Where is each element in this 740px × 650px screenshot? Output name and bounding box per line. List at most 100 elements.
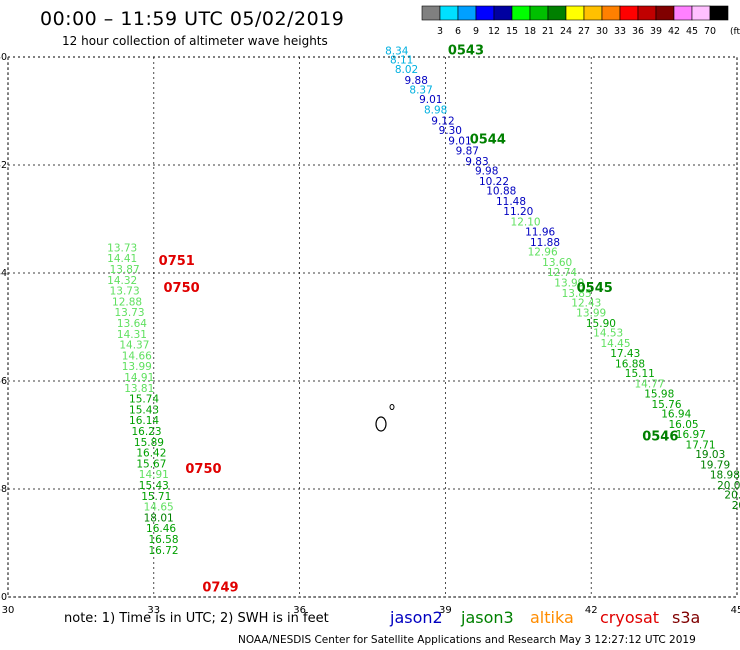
colorbar-label: 27 bbox=[578, 26, 590, 37]
swh-value-east-track: 14.45 bbox=[600, 338, 630, 350]
colorbar-label: 36 bbox=[632, 26, 644, 37]
colorbar-label: 70 bbox=[704, 26, 716, 37]
pass-time-label: 0750 bbox=[164, 281, 200, 296]
island-shape bbox=[389, 404, 395, 410]
swh-value-east-track: 13.85 bbox=[562, 288, 592, 300]
swh-value-west-track: 13.87 bbox=[110, 264, 140, 276]
swh-value-east-track: 15.98 bbox=[644, 389, 674, 401]
swh-value-west-track: 16.42 bbox=[136, 448, 166, 460]
swh-value-east-track: 13.99 bbox=[576, 308, 606, 320]
lon-tick-label: 36 bbox=[293, 605, 306, 616]
lon-tick-label: 39 bbox=[439, 605, 452, 616]
swh-value-west-track: 16.72 bbox=[148, 545, 178, 557]
swh-value-east-track: 9.98 bbox=[475, 166, 498, 178]
swh-value-west-track: 14.31 bbox=[117, 329, 147, 341]
swh-value-west-track: 16.58 bbox=[148, 534, 178, 546]
swh-value-west-track: 15.71 bbox=[141, 491, 171, 503]
colorbar-label: 30 bbox=[596, 26, 608, 37]
swh-value-east-track: 20.41 bbox=[724, 490, 740, 502]
swh-value-east-track: 19.03 bbox=[695, 449, 725, 461]
swh-value-west-track: 14.66 bbox=[122, 350, 152, 362]
lat-tick-label: -42 bbox=[0, 160, 7, 171]
swh-value-east-track: 9.01 bbox=[419, 94, 442, 106]
swh-value-east-track: 12.10 bbox=[511, 216, 541, 228]
swh-value-west-track: 13.99 bbox=[122, 361, 152, 373]
swh-value-east-track: 9.12 bbox=[431, 116, 454, 128]
swh-value-east-track: 13.99 bbox=[554, 278, 584, 290]
swh-value-east-track: 11.88 bbox=[530, 237, 560, 249]
swh-value-east-track: 12.74 bbox=[547, 267, 577, 279]
pass-time-label: 0545 bbox=[577, 281, 613, 296]
island-shape bbox=[375, 416, 387, 432]
legend-cryosat: cryosat bbox=[600, 608, 660, 627]
swh-value-east-track: 15.11 bbox=[625, 368, 655, 380]
swh-value-east-track: 8.02 bbox=[395, 64, 418, 76]
pass-time-label: 0749 bbox=[202, 581, 238, 596]
swh-value-east-track: 12.43 bbox=[571, 297, 601, 309]
wave-height-map: 303336394245-40-42-44-46-48-508.348.118.… bbox=[0, 43, 740, 616]
swh-value-west-track: 15.89 bbox=[134, 437, 164, 449]
swh-value-east-track: 10.88 bbox=[486, 186, 516, 198]
lat-tick-label: -44 bbox=[0, 268, 7, 279]
swh-value-west-track: 13.73 bbox=[110, 286, 140, 298]
swh-value-west-track: 14.37 bbox=[119, 340, 149, 352]
map-grid bbox=[7, 56, 738, 598]
swh-value-east-track: 11.96 bbox=[525, 227, 555, 239]
colorbar-unit: (ft) bbox=[730, 27, 740, 37]
lon-tick-label: 33 bbox=[147, 605, 160, 616]
swh-value-east-track: 15.90 bbox=[586, 318, 616, 330]
swh-value-east-track: 12.96 bbox=[528, 247, 558, 259]
swh-value-east-track: 11.48 bbox=[496, 196, 526, 208]
swh-value-west-track: 14.91 bbox=[139, 469, 169, 481]
swh-value-east-track: 9.30 bbox=[439, 125, 462, 137]
swh-value-west-track: 16.14 bbox=[129, 415, 159, 427]
swh-value-west-track: 14.65 bbox=[144, 502, 174, 514]
swh-value-east-track: 13.60 bbox=[542, 257, 572, 269]
swh-value-west-track: 14.91 bbox=[124, 372, 154, 384]
legend-jason3: jason3 bbox=[461, 608, 514, 627]
swh-value-west-track: 13.81 bbox=[124, 383, 154, 395]
lon-tick-label: 45 bbox=[731, 605, 740, 616]
colorbar-label: 18 bbox=[524, 26, 536, 37]
swh-value-west-track: 13.64 bbox=[117, 318, 147, 330]
swh-value-east-track: 14.77 bbox=[634, 378, 664, 390]
colorbar-label: 15 bbox=[506, 26, 518, 37]
legend-jason2: jason2 bbox=[390, 608, 443, 627]
colorbar-swatch bbox=[709, 5, 729, 21]
swh-value-west-track: 15.74 bbox=[129, 394, 159, 406]
colorbar-label: 24 bbox=[560, 26, 572, 37]
swh-value-east-track: 9.88 bbox=[405, 75, 428, 87]
pass-time-label: 0544 bbox=[470, 132, 506, 147]
swh-value-east-track: 14.53 bbox=[593, 328, 623, 340]
pass-time-label: 0543 bbox=[448, 43, 484, 58]
lon-tick-label: 30 bbox=[2, 605, 15, 616]
lat-tick-label: -48 bbox=[0, 484, 7, 495]
swh-value-west-track: 13.73 bbox=[107, 242, 137, 254]
swh-value-east-track: 16.94 bbox=[661, 409, 691, 421]
colorbar-label: 6 bbox=[455, 26, 461, 37]
lat-tick-label: -40 bbox=[0, 52, 7, 63]
colorbar-label: 42 bbox=[668, 26, 680, 37]
colorbar-label: 39 bbox=[650, 26, 662, 37]
legend-s3a: s3a bbox=[672, 608, 701, 627]
swh-value-east-track: 20.01 bbox=[717, 480, 740, 492]
lat-tick-label: -50 bbox=[0, 592, 7, 603]
swh-value-east-track: 18.98 bbox=[710, 470, 740, 482]
page-subtitle: 12 hour collection of altimeter wave hei… bbox=[62, 34, 328, 48]
swh-value-east-track: 8.37 bbox=[409, 85, 432, 97]
swh-value-west-track: 13.73 bbox=[114, 307, 144, 319]
swh-value-east-track: 15.76 bbox=[651, 399, 681, 411]
swh-value-east-track: 19.79 bbox=[700, 459, 730, 471]
swh-value-east-track: 9.87 bbox=[456, 146, 479, 158]
swh-value-east-track: 17.43 bbox=[610, 348, 640, 360]
swh-value-west-track: 14.41 bbox=[107, 253, 137, 265]
footnote-text: note: 1) Time is in UTC; 2) SWH is in fe… bbox=[64, 611, 329, 626]
colorbar-label: 3 bbox=[437, 26, 443, 37]
swh-value-west-track: 15.43 bbox=[139, 480, 169, 492]
lat-tick-label: -46 bbox=[0, 376, 7, 387]
swh-value-west-track: 16.46 bbox=[146, 523, 176, 535]
colorbar-label: 33 bbox=[614, 26, 626, 37]
swh-value-west-track: 12.88 bbox=[112, 296, 142, 308]
pass-time-label: 0751 bbox=[159, 254, 195, 269]
